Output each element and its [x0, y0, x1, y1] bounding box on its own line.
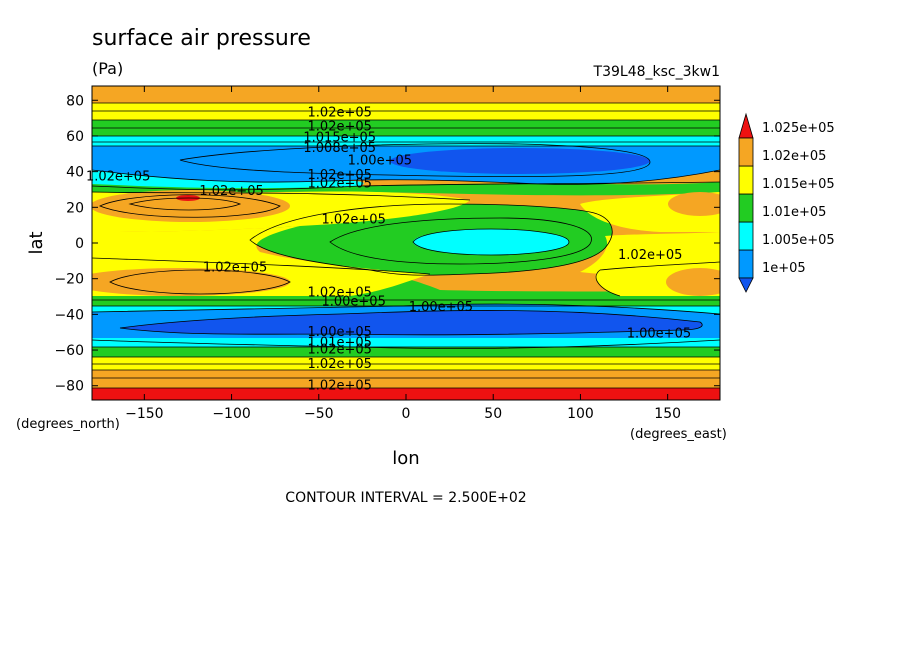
contour-label: 1.015e+05	[303, 130, 376, 145]
contour-label: 1.02e+05	[308, 177, 372, 192]
x-tick-label: −100	[212, 406, 250, 422]
colorbar-label: 1.005e+05	[762, 233, 835, 248]
contour-label: 1.02e+05	[308, 378, 372, 393]
band-orange-high-e	[668, 192, 720, 216]
contour-label: 1.02e+05	[199, 184, 263, 199]
colorbar-swatch	[738, 249, 754, 279]
contour-line	[599, 261, 720, 271]
contour-line	[109, 269, 291, 295]
contour-line	[179, 143, 651, 178]
x-axis-units: (degrees_east)	[630, 427, 727, 442]
contour-line	[92, 191, 471, 201]
colorbar-swatch	[738, 221, 754, 251]
contour-line	[329, 217, 592, 265]
colorbar-label: 1.025e+05	[762, 121, 835, 136]
contour-line	[412, 228, 570, 256]
contour-line	[119, 310, 703, 336]
contour-interval-label: CONTOUR INTERVAL = 2.500E+02	[285, 490, 526, 506]
contour-label: 1.02e+05	[308, 357, 372, 372]
contour-labels: 1.02e+051.02e+051.015e+051.008e+051.00e+…	[86, 105, 691, 393]
x-axis-label: lon	[392, 448, 419, 469]
contour-label: 1.02e+05	[308, 120, 372, 135]
y-tick-label: 40	[66, 165, 84, 181]
contour-line	[128, 197, 242, 211]
x-tick-label: 0	[402, 406, 411, 422]
contour-label: 1.02e+05	[308, 343, 372, 358]
band-yellow-south-2	[92, 357, 720, 373]
y-tick-label: 60	[66, 129, 84, 145]
y-tick-label: 20	[66, 200, 84, 216]
band-orange-high-w	[92, 190, 290, 222]
contour-label: 1.02e+05	[308, 286, 372, 301]
colorbar: 1e+05 1.005e+05 1.01e+05 1.015e+05 1.02e+05 1…	[738, 112, 835, 293]
y-axis-units: (degrees_north)	[16, 417, 120, 432]
contour-label: 1.00e+05	[409, 300, 473, 315]
colorbar-swatch	[738, 193, 754, 223]
contour-label: 1.02e+05	[308, 105, 372, 120]
contour-label: 1.00e+05	[348, 154, 412, 169]
y-tick-label: −40	[54, 307, 84, 323]
y-tick-label: −80	[54, 379, 84, 395]
contour-label: 1.00e+05	[321, 294, 385, 309]
band-green-south-2	[92, 347, 720, 359]
colorbar-cap-low	[738, 277, 754, 293]
colorbar-swatch	[738, 137, 754, 167]
x-tick-label: 150	[654, 406, 681, 422]
y-tick-label: −20	[54, 272, 84, 288]
contour-label: 1.00e+05	[308, 325, 372, 340]
band-orange-low-e	[666, 268, 720, 296]
band-orange-low-w	[92, 268, 290, 296]
contour-line	[92, 303, 720, 315]
band-cyan-equator	[413, 229, 569, 255]
contour-label: 1.00e+05	[627, 327, 691, 342]
colorbar-label: 1.01e+05	[762, 205, 826, 220]
colorbar-swatch	[738, 165, 754, 195]
y-axis-label: lat	[26, 231, 47, 254]
contour-label: 1.02e+05	[321, 212, 385, 227]
chart-title: surface air pressure	[92, 26, 311, 51]
x-tick-label: −150	[125, 406, 163, 422]
x-tick-label: −50	[304, 406, 334, 422]
x-tick-label: 100	[567, 406, 594, 422]
contour-line	[92, 169, 720, 185]
band-cyan-north-2	[92, 170, 364, 190]
band-cyan-south	[92, 304, 720, 314]
contour-line	[98, 194, 281, 218]
contour-line	[92, 181, 720, 191]
x-tick-label: 50	[484, 406, 502, 422]
run-label: T39L48_ksc_3kw1	[593, 64, 720, 80]
contour-line	[92, 339, 720, 349]
contour-label: 1.02e+05	[308, 168, 372, 183]
contour-label: 1.02e+05	[618, 248, 682, 263]
contour-label: 1.01e+05	[308, 335, 372, 350]
plot-area	[92, 86, 720, 400]
contour-label: 1.02e+05	[203, 261, 267, 276]
contour-line	[92, 257, 431, 275]
y-tick-label: 80	[66, 93, 84, 109]
band-blue-south	[120, 310, 703, 335]
units-label: (Pa)	[92, 59, 123, 78]
y-tick-label: 0	[75, 236, 84, 252]
x-axis: −150 −100 −50 0 50 100 150	[125, 86, 681, 422]
contour-label: 1.008e+05	[303, 141, 376, 156]
contour-line	[595, 269, 621, 297]
colorbar-cap-high	[738, 112, 754, 139]
contour-label: 1.02e+05	[86, 170, 150, 185]
band-green-north-2	[92, 182, 720, 196]
colorbar-label: 1e+05	[762, 261, 806, 276]
y-tick-label: −60	[54, 343, 84, 359]
colorbar-label: 1.02e+05	[762, 149, 826, 164]
band-orange-south	[92, 370, 720, 388]
y-axis: −80 −60 −40 −20 0 20 40 60 80	[54, 93, 720, 395]
colorbar-label: 1.015e+05	[762, 177, 835, 192]
band-blue-north	[390, 148, 650, 174]
